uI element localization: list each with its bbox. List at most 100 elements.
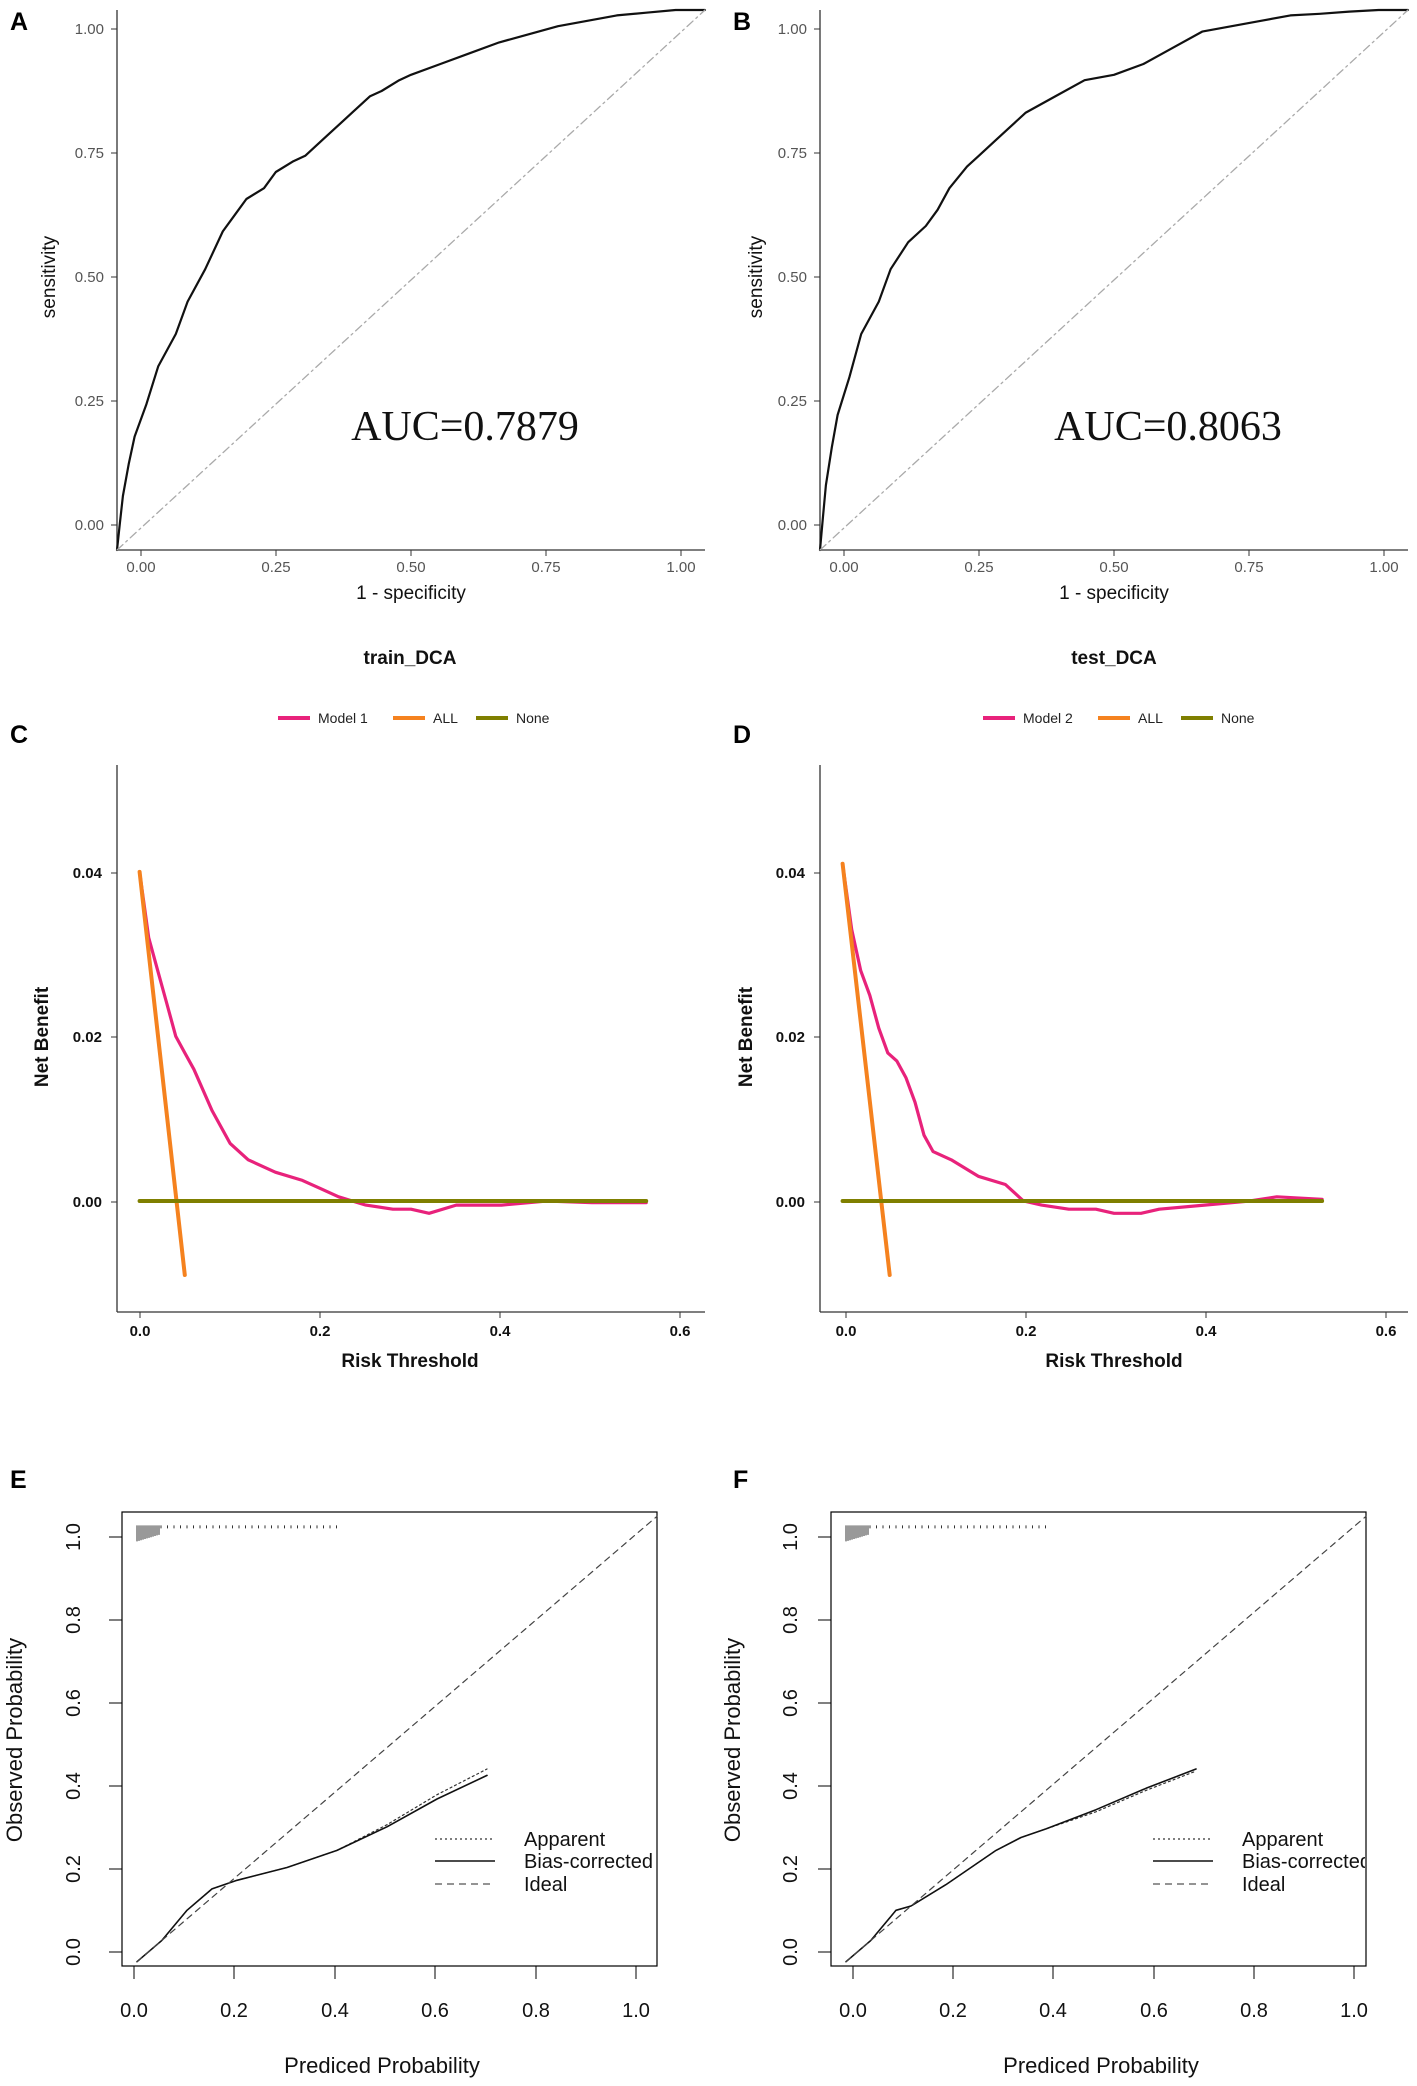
y-tick-label: 0.50 — [75, 269, 104, 286]
x-tick-label: 0.4 — [1196, 1323, 1218, 1340]
panel-label-b: B — [733, 8, 751, 36]
legend-label: Bias-corrected — [1242, 1851, 1371, 1873]
y-tick-label: 1.0 — [63, 1523, 85, 1551]
legend-label: ALL — [433, 710, 458, 726]
series-line-apparent — [136, 1768, 488, 1963]
series-line-reference — [116, 9, 706, 551]
x-tick-label: 0.4 — [321, 2000, 349, 2022]
x-tick-label: 1.0 — [622, 2000, 650, 2022]
roc-panel-a: 1.00 0.75 0.50 0.25 0.00 0.00 0.25 0.50 … — [39, 8, 707, 604]
dca-panel-d: test_DCA Model 2 ALL None 0.04 0.02 0.0 0… — [736, 648, 1408, 1372]
y-tick-label: 0.04 — [776, 865, 806, 882]
x-tick-label: 0.75 — [531, 559, 560, 576]
x-tick-label: 0.25 — [964, 559, 993, 576]
legend-label: ALL — [1138, 710, 1163, 726]
series-line-roc — [115, 8, 707, 552]
legend-label-clip: Bias-corrected — [524, 1851, 653, 1873]
y-axis-title: Observed Probability — [720, 1638, 745, 1842]
panel-label-e: E — [10, 1466, 27, 1494]
plot-area-f — [845, 1515, 1367, 1963]
x-tick-label: 0.6 — [1376, 1323, 1397, 1340]
y-axis-title: Net Benefit — [32, 986, 53, 1087]
legend-label-clip: Bias-corrected — [1242, 1851, 1371, 1873]
x-tick-label: 0.50 — [1099, 559, 1128, 576]
legend-label: Model 1 — [318, 710, 368, 726]
plot-frame — [830, 1511, 1367, 1967]
chart-title: test_DCA — [1071, 648, 1157, 669]
plot-area-d — [840, 861, 1325, 1277]
series-line-all — [840, 861, 892, 1277]
legend-label: Bias-corrected — [524, 1851, 653, 1873]
y-tick-label: 0.4 — [63, 1772, 85, 1800]
panel-label-a: A — [10, 8, 28, 36]
x-tick-label: 0.2 — [1016, 1323, 1037, 1340]
x-tick-label: 0.00 — [126, 559, 155, 576]
y-tick-label: 0.75 — [778, 145, 807, 162]
legend-label: None — [516, 710, 550, 726]
x-axis-title: Prediced Probability — [284, 2053, 480, 2078]
y-axis-title: sensitivity — [39, 235, 60, 318]
y-tick-label: 0.25 — [75, 393, 104, 410]
x-axis-title: Risk Threshold — [341, 1351, 478, 1372]
calibration-panel-f: 0.0 0.2 0.4 0.6 0.8 1.0 0.0 0.2 0.4 0.6 … — [720, 1511, 1371, 2078]
x-tick-label: 0.0 — [839, 2000, 867, 2022]
series-line-apparent — [845, 1770, 1197, 1963]
x-tick-label: 0.75 — [1234, 559, 1263, 576]
x-axis-title: Prediced Probability — [1003, 2053, 1199, 2078]
x-tick-label: 1.00 — [666, 559, 695, 576]
legend-label: Ideal — [524, 1874, 567, 1896]
plot-area-a — [115, 8, 707, 552]
y-tick-label: 0.0 — [63, 1938, 85, 1966]
series-line-bias-corrected — [136, 1774, 488, 1963]
y-tick-label: 0.4 — [780, 1772, 802, 1800]
x-tick-label: 0.6 — [670, 1323, 691, 1340]
y-tick-label: 0.02 — [73, 1029, 102, 1046]
series-line-reference — [819, 9, 1409, 551]
dca-panel-c: train_DCA Model 1 ALL None 0.04 0.02 0.0… — [32, 648, 705, 1372]
auc-annotation: AUC=0.7879 — [351, 404, 579, 450]
legend-label: None — [1221, 710, 1255, 726]
x-tick-label: 0.0 — [836, 1323, 857, 1340]
x-tick-label: 0.8 — [522, 2000, 550, 2022]
y-tick-label: 0.02 — [776, 1029, 805, 1046]
x-tick-label: 0.50 — [396, 559, 425, 576]
plot-area-e — [136, 1515, 658, 1963]
y-tick-label: 0.6 — [63, 1689, 85, 1717]
y-tick-label: 1.00 — [75, 21, 104, 38]
x-tick-label: 1.00 — [1369, 559, 1398, 576]
x-tick-label: 0.00 — [829, 559, 858, 576]
roc-panel-b: 1.00 0.75 0.50 0.25 0.00 0.00 0.25 0.50 … — [746, 8, 1410, 604]
y-tick-label: 0.0 — [780, 1938, 802, 1966]
series-line-ideal — [845, 1515, 1367, 1963]
y-tick-label: 1.0 — [780, 1523, 802, 1551]
auc-annotation: AUC=0.8063 — [1054, 404, 1282, 450]
y-tick-label: 0.25 — [778, 393, 807, 410]
series-line-ideal — [136, 1515, 658, 1963]
y-tick-label: 0.75 — [75, 145, 104, 162]
series-line-all — [137, 869, 187, 1277]
x-tick-label: 0.6 — [1140, 2000, 1168, 2022]
legend-label: Model 2 — [1023, 710, 1073, 726]
panel-label-d: D — [733, 721, 751, 749]
x-tick-label: 0.8 — [1240, 2000, 1268, 2022]
y-tick-label: 0.00 — [75, 517, 104, 534]
y-axis-title: sensitivity — [746, 235, 767, 318]
x-tick-label: 0.4 — [1039, 2000, 1067, 2022]
x-tick-label: 0.4 — [490, 1323, 512, 1340]
y-tick-label: 0.04 — [73, 865, 103, 882]
plot-area-b — [818, 8, 1410, 552]
x-tick-label: 0.2 — [939, 2000, 967, 2022]
series-line-bias-corrected — [845, 1768, 1197, 1963]
x-tick-label: 1.0 — [1340, 2000, 1368, 2022]
series-line-roc — [818, 8, 1410, 552]
x-axis-title: 1 - specificity — [1059, 583, 1169, 604]
y-tick-label: 0.2 — [63, 1855, 85, 1883]
series-line-model-1 — [138, 870, 648, 1215]
x-tick-label: 0.0 — [130, 1323, 151, 1340]
legend-label: Apparent — [1242, 1829, 1324, 1851]
y-tick-label: 0.8 — [780, 1606, 802, 1634]
x-tick-label: 0.6 — [421, 2000, 449, 2022]
y-axis-title: Observed Probability — [2, 1638, 27, 1842]
calibration-panel-e: 0.0 0.2 0.4 0.6 0.8 1.0 0.0 0.2 0.4 0.6 … — [2, 1511, 658, 2078]
legend-label: Apparent — [524, 1829, 606, 1851]
